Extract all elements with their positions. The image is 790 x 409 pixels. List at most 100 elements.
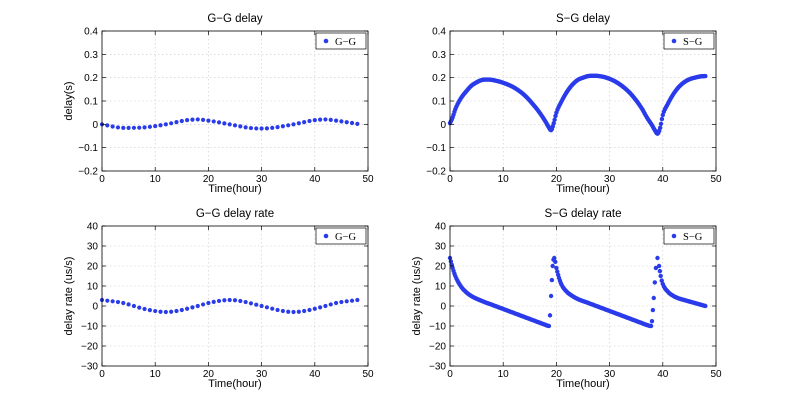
- data-point: [190, 305, 195, 310]
- data-point: [174, 120, 179, 125]
- data-point: [333, 300, 339, 306]
- data-point: [254, 126, 259, 131]
- data-point: [222, 298, 227, 303]
- x-tick-label: 50: [362, 174, 374, 185]
- data-point: [211, 119, 216, 124]
- data-point: [232, 123, 238, 128]
- y-tick-label: 0.3: [432, 50, 446, 61]
- data-point: [190, 117, 195, 122]
- x-tick-label: 20: [551, 174, 563, 185]
- data-point: [270, 125, 275, 130]
- data-point: [179, 307, 184, 313]
- data-point: [126, 125, 131, 130]
- data-point: [115, 299, 121, 305]
- y-tick-label: −20: [81, 342, 98, 353]
- data-point: [142, 306, 147, 312]
- data-point: [653, 265, 659, 271]
- data-point: [312, 118, 317, 123]
- data-point: [703, 303, 708, 309]
- data-point: [105, 123, 110, 128]
- chart-sg-rate: 0 10 20 30 40 50 −30 −20 −10 0 10 20 30 40 S−G delay r…: [411, 208, 722, 390]
- data-point: [185, 306, 190, 311]
- data-point: [238, 298, 243, 304]
- data-point: [238, 124, 243, 129]
- series-sg-delay-0: [447, 73, 708, 136]
- y-tick-label: 0.1: [84, 97, 98, 108]
- legend-label: G−G: [335, 232, 357, 243]
- data-point: [206, 300, 211, 306]
- y-tick-label: 30: [435, 242, 447, 253]
- y-tick-label: 20: [87, 262, 99, 273]
- y-tick-label: −0.1: [426, 143, 446, 154]
- data-point: [651, 295, 656, 301]
- legend: S−G: [663, 227, 715, 245]
- y-tick-label: 10: [435, 282, 447, 293]
- y-tick-label: 0: [92, 120, 98, 131]
- data-point: [259, 126, 264, 131]
- data-point: [126, 302, 131, 307]
- data-point: [153, 308, 158, 314]
- x-tick-label: 30: [604, 174, 616, 185]
- data-point: [105, 298, 110, 303]
- data-point: [349, 298, 355, 303]
- chart-title: S−G delay rate: [544, 208, 621, 220]
- data-point: [280, 124, 285, 129]
- data-point: [254, 302, 259, 307]
- data-point: [195, 303, 200, 309]
- y-tick-label: 40: [435, 222, 447, 233]
- data-point: [131, 125, 137, 130]
- data-point: [312, 306, 317, 311]
- y-tick-label: 0.1: [432, 97, 446, 108]
- data-point: [169, 309, 174, 314]
- series-gg-delay-0: [99, 117, 360, 131]
- data-point: [323, 303, 328, 309]
- data-point: [227, 297, 232, 303]
- data-point: [344, 120, 349, 125]
- data-point: [158, 123, 163, 128]
- series-gg-rate-0: [99, 297, 360, 315]
- x-axis-label: Time(hour): [208, 183, 261, 195]
- x-tick-label: 40: [657, 369, 669, 380]
- data-point: [110, 124, 115, 129]
- y-tick-label: −10: [429, 322, 446, 333]
- data-point: [703, 73, 708, 79]
- x-tick-label: 50: [710, 174, 722, 185]
- legend-marker: [323, 38, 329, 44]
- x-tick-label: 40: [309, 174, 321, 185]
- data-point: [216, 298, 222, 304]
- chart-title: G−G delay: [207, 13, 263, 25]
- y-tick-label: 0.2: [84, 73, 98, 84]
- data-point: [655, 255, 660, 261]
- data-point: [147, 308, 152, 313]
- legend-box: [315, 32, 367, 50]
- x-tick-label: 50: [362, 369, 374, 380]
- legend-box: [663, 227, 715, 245]
- x-tick-label: 30: [256, 369, 268, 380]
- data-point: [547, 313, 553, 318]
- x-tick-label: 0: [447, 369, 453, 380]
- chart-title: S−G delay: [556, 13, 610, 25]
- plot-frame: [449, 225, 717, 367]
- legend-box: [315, 227, 367, 245]
- legend-label: S−G: [683, 37, 703, 48]
- y-tick-label: 40: [87, 222, 99, 233]
- data-point: [264, 305, 270, 310]
- data-point: [200, 302, 206, 307]
- data-point: [659, 116, 665, 122]
- y-tick-label: 0.2: [432, 73, 446, 84]
- data-point: [656, 263, 662, 269]
- legend-marker: [671, 233, 677, 239]
- y-tick-label: 0: [92, 302, 98, 313]
- data-point: [137, 305, 142, 310]
- data-point: [658, 121, 664, 127]
- data-point: [344, 299, 349, 304]
- data-point: [179, 118, 184, 124]
- legend-marker: [323, 233, 329, 239]
- data-point: [163, 309, 168, 315]
- data-point: [206, 118, 211, 123]
- y-tick-label: 20: [435, 262, 447, 273]
- data-point: [115, 125, 121, 130]
- data-point: [318, 117, 323, 122]
- data-point: [551, 120, 556, 126]
